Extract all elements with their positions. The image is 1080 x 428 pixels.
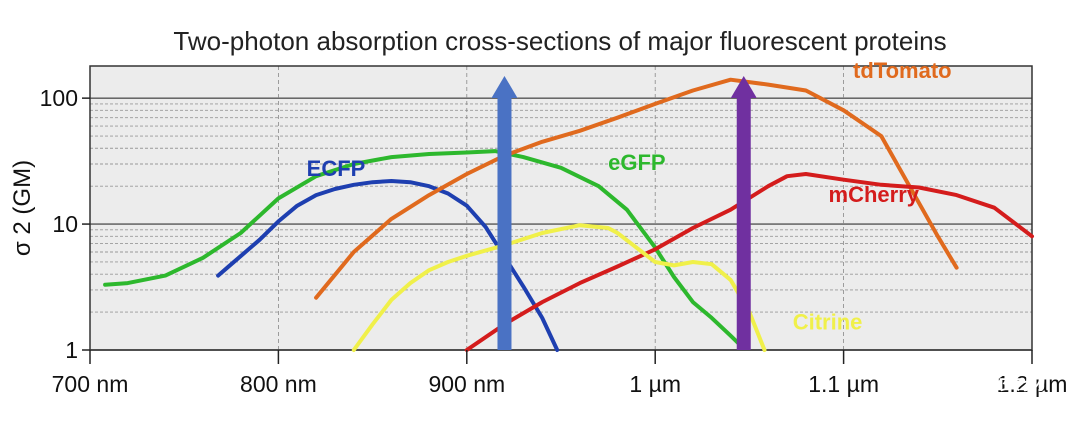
series-line-citrine — [351, 223, 767, 352]
series-line-tdtomato — [314, 77, 959, 300]
arrow-shaft-2 — [736, 95, 751, 350]
series-label-citrine: Citrine — [793, 310, 863, 335]
x-tick-label: 700 nm — [52, 371, 129, 397]
x-tick-label: 1.2 µm — [997, 371, 1068, 397]
x-tick-label: 800 nm — [240, 371, 317, 397]
series-label-tdtomato: tdTomato — [853, 58, 952, 83]
watermark-text: 超快安扬 — [950, 367, 1046, 395]
series-line-mcherry — [464, 172, 1034, 352]
watermark: 超快安扬 — [904, 364, 1046, 398]
arrow-group — [491, 75, 757, 350]
wechat-icon-bubble — [922, 374, 946, 398]
wechat-icon — [904, 364, 936, 396]
x-tick-label: 900 nm — [428, 371, 505, 397]
y-tick-label: 10 — [52, 211, 78, 237]
x-tick-label: 1 µm — [629, 371, 681, 397]
series-line-egfp — [103, 149, 742, 347]
y-tick-label: 1 — [65, 337, 78, 363]
y-axis-label: σ 2 (GM) — [9, 160, 36, 256]
arrow-head-2 — [730, 75, 757, 98]
x-tick-label: 1.1 µm — [808, 371, 879, 397]
series-label-egfp: eGFP — [608, 150, 665, 175]
arrow-shaft-1 — [497, 95, 512, 350]
series-label-ecfp: ECFP — [307, 156, 366, 181]
series-labels: ECFP eGFP tdTomato mCherry Citrine — [307, 58, 952, 335]
chart-title: Two-photon absorption cross-sections of … — [173, 26, 946, 56]
x-axis: 700 nm 800 nm 900 nm 1 µm 1.1 µm 1.2 µm — [52, 350, 1068, 397]
y-tick-label: 100 — [40, 85, 78, 111]
plot-frame — [89, 65, 1033, 351]
y-axis: 1 10 100 — [40, 85, 90, 363]
arrow-head-1 — [491, 75, 518, 98]
plot-area — [90, 66, 1032, 350]
series-label-mcherry: mCherry — [829, 182, 920, 207]
plot-border — [89, 65, 1033, 351]
